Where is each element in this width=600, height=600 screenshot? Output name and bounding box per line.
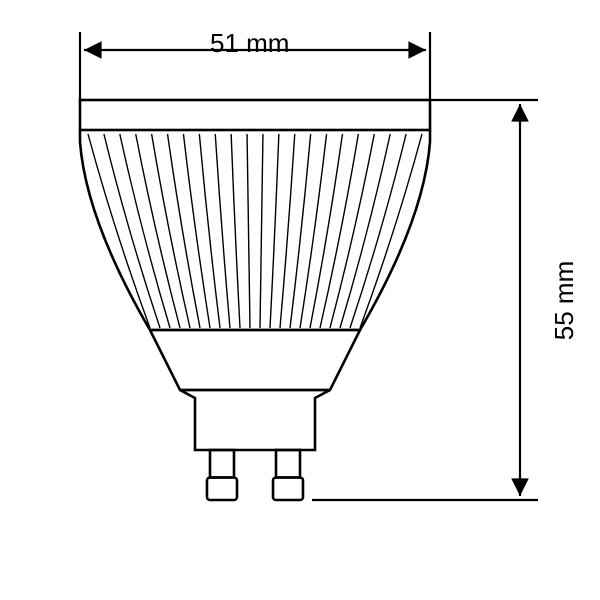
width-dimension-label: 51 mm	[210, 28, 289, 59]
bulb-dimension-diagram: { "diagram": { "type": "technical-drawin…	[0, 0, 600, 600]
drawing-svg	[0, 0, 600, 600]
height-dimension-label: 55 mm	[549, 261, 580, 340]
